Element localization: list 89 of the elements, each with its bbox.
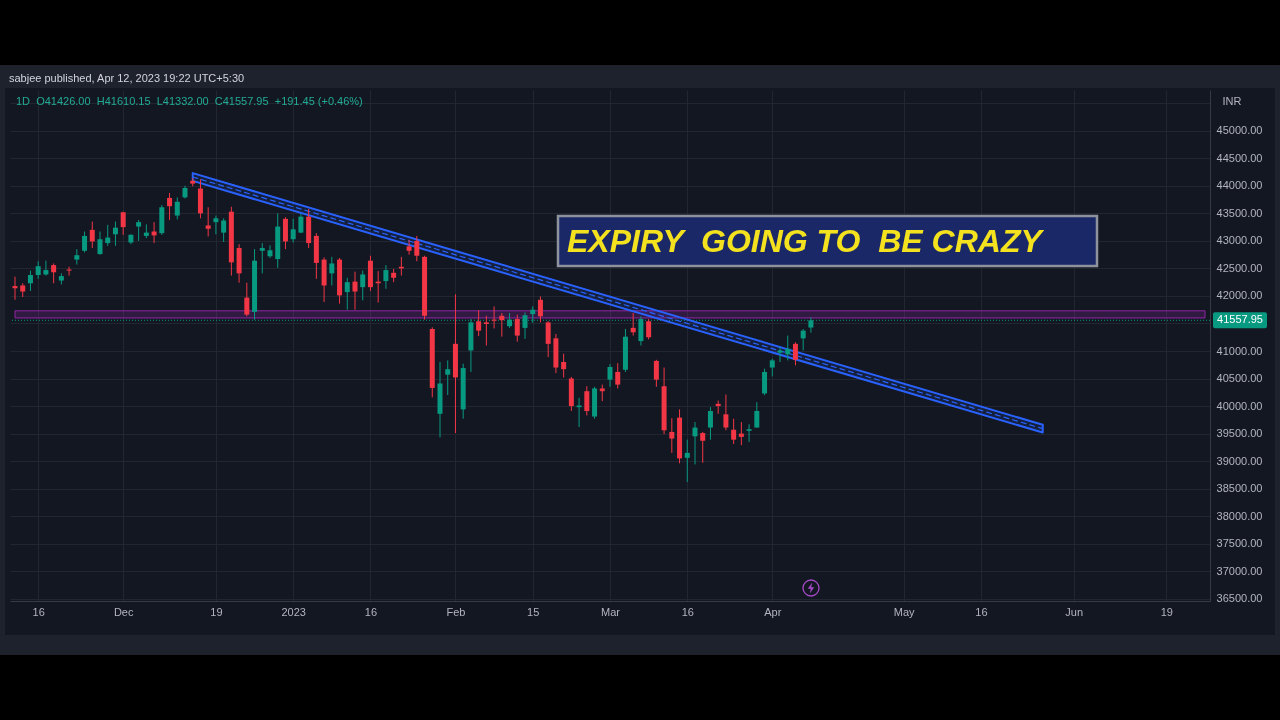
y-tick-label: 44500.00 bbox=[1216, 151, 1263, 164]
candlestick bbox=[267, 244, 273, 259]
y-tick-label: 37000.00 bbox=[1216, 564, 1263, 577]
x-tick-label: 16 bbox=[681, 605, 694, 618]
candlestick bbox=[360, 270, 366, 301]
chart-title: sabjee published, Apr 12, 2023 19:22 UTC+5:30 bbox=[9, 72, 245, 84]
x-tick-label: Feb bbox=[446, 605, 466, 618]
candlestick bbox=[282, 216, 288, 250]
candlestick bbox=[684, 439, 690, 483]
candlestick bbox=[692, 421, 698, 465]
candlestick bbox=[82, 231, 88, 253]
candlestick bbox=[290, 218, 296, 244]
y-tick-label: 40000.00 bbox=[1216, 399, 1263, 412]
candlestick bbox=[27, 270, 33, 292]
candlestick bbox=[731, 418, 737, 445]
candlestick bbox=[537, 295, 543, 323]
x-tick-label: May bbox=[893, 605, 916, 618]
x-tick-label: Dec bbox=[113, 605, 134, 618]
x-tick-label: 16 bbox=[364, 605, 378, 618]
x-tick-label: 16 bbox=[975, 605, 988, 618]
y-tick-label: 44000.00 bbox=[1216, 179, 1263, 192]
x-tick-label: 19 bbox=[210, 605, 223, 618]
candlestick bbox=[205, 206, 211, 237]
y-tick-label: 43000.00 bbox=[1216, 234, 1263, 247]
candlestick bbox=[174, 196, 180, 220]
x-tick-label: 19 bbox=[1160, 605, 1173, 618]
candlestick bbox=[244, 282, 250, 317]
candlestick bbox=[762, 368, 768, 396]
x-tick-label: 15 bbox=[527, 605, 540, 618]
y-tick-label: 41000.00 bbox=[1216, 344, 1263, 357]
candlestick bbox=[561, 353, 567, 378]
y-axis-title: INR bbox=[1222, 94, 1242, 107]
annotation: EXPIRY GOING TO BE CRAZY bbox=[567, 223, 1045, 259]
candlestick bbox=[12, 276, 18, 301]
candlestick bbox=[723, 394, 729, 431]
y-tick-label: 37500.00 bbox=[1216, 537, 1263, 550]
candlestick bbox=[800, 328, 806, 351]
candlestick bbox=[483, 315, 489, 346]
chart-subtitle: 1D O41426.00 H41610.15 L41332.00 C41557.95 +191.45 (+0.46%) bbox=[16, 95, 363, 107]
candlestick bbox=[584, 385, 590, 416]
x-tick-label: Mar bbox=[601, 605, 621, 618]
x-tick-label: 16 bbox=[32, 605, 45, 618]
candlestick bbox=[89, 221, 95, 249]
candlestick bbox=[607, 363, 613, 388]
y-tick-label: 38500.00 bbox=[1216, 482, 1263, 495]
candlestick bbox=[669, 417, 675, 454]
y-tick-label: 40500.00 bbox=[1216, 372, 1263, 385]
candlestick bbox=[112, 221, 118, 247]
y-tick-label: 45000.00 bbox=[1216, 124, 1263, 137]
candlestick bbox=[646, 318, 652, 340]
ref-line-label: 41557.95 bbox=[1217, 313, 1263, 326]
candlestick bbox=[653, 359, 659, 388]
candlestick bbox=[221, 217, 227, 243]
y-tick-label: 42500.00 bbox=[1216, 261, 1263, 274]
candlestick bbox=[792, 341, 798, 366]
candlestick bbox=[51, 262, 57, 284]
y-tick-label: 38000.00 bbox=[1216, 509, 1263, 522]
x-tick-label: Apr bbox=[764, 605, 782, 618]
y-tick-label: 42000.00 bbox=[1216, 289, 1263, 302]
candlestick bbox=[545, 320, 551, 358]
candlestick bbox=[700, 431, 706, 464]
candlestick bbox=[383, 264, 389, 290]
candlestick bbox=[746, 423, 752, 443]
candlestick bbox=[344, 277, 350, 311]
y-tick-label: 36500.00 bbox=[1216, 592, 1263, 605]
candlestick bbox=[136, 219, 142, 242]
candlestick bbox=[259, 242, 265, 274]
x-tick-label: Jun bbox=[1065, 605, 1084, 618]
candlestick bbox=[414, 235, 420, 262]
candlestick bbox=[615, 362, 621, 389]
candlestick bbox=[352, 271, 358, 311]
candlestick bbox=[213, 215, 219, 235]
candlestick bbox=[43, 260, 49, 277]
candlestick bbox=[707, 406, 713, 441]
candlestick bbox=[630, 312, 636, 337]
candlestick bbox=[499, 312, 505, 338]
candlestick bbox=[476, 309, 482, 337]
candlestick bbox=[754, 401, 760, 429]
candlestick bbox=[406, 239, 412, 256]
candlestick bbox=[777, 346, 783, 363]
x-tick-label: 2023 bbox=[281, 605, 306, 618]
y-tick-label: 43500.00 bbox=[1216, 206, 1263, 219]
candlestick bbox=[97, 231, 103, 256]
candlestick bbox=[445, 359, 451, 396]
candlestick bbox=[167, 192, 173, 221]
candlestick bbox=[514, 314, 520, 343]
y-tick-label: 39000.00 bbox=[1216, 454, 1263, 467]
y-tick-label: 39500.00 bbox=[1216, 427, 1263, 440]
candlestick bbox=[329, 256, 335, 286]
